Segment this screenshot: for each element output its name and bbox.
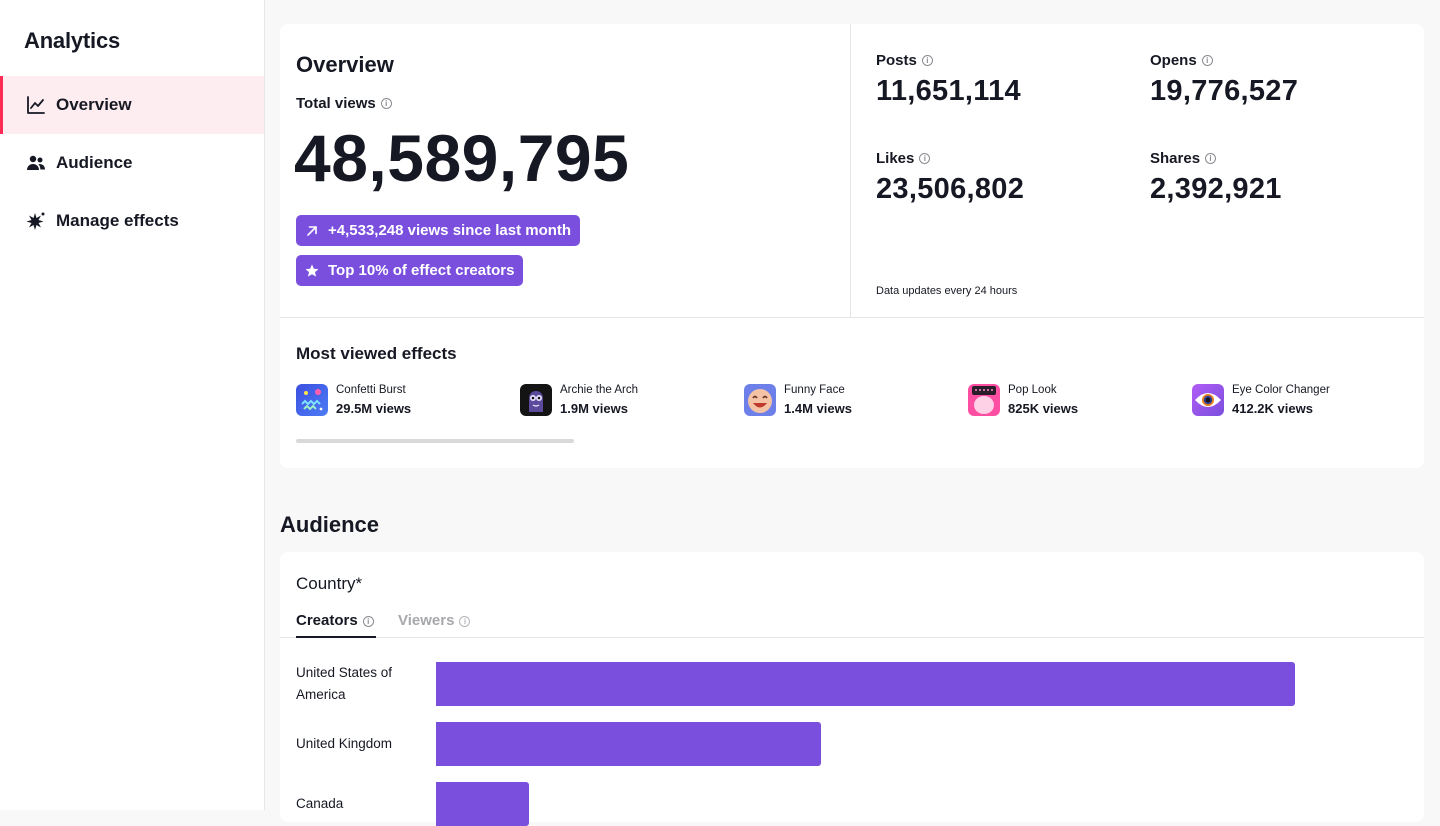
- tab-viewers[interactable]: Viewers i: [398, 612, 471, 638]
- tab-creators[interactable]: Creators i: [296, 612, 376, 638]
- eye-color-changer-thumbnail: [1192, 384, 1224, 416]
- stat-value: 19,776,527: [1150, 75, 1299, 107]
- tab-label: Creators: [296, 612, 358, 629]
- country-label: United Kingdom: [296, 736, 393, 751]
- effect-name: Eye Color Changer: [1232, 384, 1330, 396]
- audience-card: Country* Creators i Viewers i United Sta…: [280, 552, 1424, 826]
- effect-item-confetti-burst[interactable]: Confetti Burst 29.5M views: [296, 384, 411, 416]
- audience-tabs: Creators i Viewers i: [280, 612, 1424, 638]
- rank-badge: Top 10% of effect creators: [296, 255, 524, 286]
- stat-label-text: Likes: [876, 150, 915, 167]
- effect-views: 1.9M views: [560, 401, 628, 416]
- stat-value: 11,651,114: [876, 75, 1021, 107]
- most-viewed-effects-list: Confetti Burst 29.5M views Archie the Ar…: [296, 384, 1416, 418]
- effects-scrollbar[interactable]: [296, 439, 574, 443]
- country-label: United States of America: [296, 665, 393, 702]
- update-note: Data updates every 24 hours: [876, 285, 1018, 297]
- effect-item-funny-face[interactable]: Funny Face 1.4M views: [744, 384, 852, 416]
- effect-views: 412.2K views: [1232, 401, 1313, 416]
- confetti-burst-thumbnail: [296, 384, 328, 416]
- effect-views: 825K views: [1008, 401, 1079, 416]
- effect-views: 29.5M views: [336, 401, 412, 416]
- total-views-label: Total views i: [296, 95, 392, 112]
- growth-badge: +4,533,248 views since last month: [296, 215, 581, 246]
- stat-label: Likes i: [876, 150, 1024, 167]
- info-icon[interactable]: i: [1201, 55, 1213, 66]
- overview-main-panel: Overview Total views i 48,589,795 +4,533…: [280, 24, 851, 317]
- total-views-label-text: Total views: [296, 95, 376, 112]
- overview-card: Overview Total views i 48,589,795 +4,533…: [280, 24, 1424, 468]
- sidebar: Analytics Overview Audience: [0, 0, 265, 810]
- sidebar-item-manage-effects[interactable]: Manage effects: [0, 192, 264, 250]
- sidebar-item-label: Overview: [56, 95, 132, 114]
- stat-opens: Opens i 19,776,527: [1150, 52, 1298, 108]
- sidebar-item-label: Audience: [56, 153, 133, 172]
- funny-face-thumbnail: [744, 384, 776, 416]
- country-bar: [436, 782, 529, 826]
- info-icon[interactable]: i: [921, 55, 933, 66]
- audience-heading: Audience: [280, 512, 380, 537]
- stat-label-text: Shares: [1150, 150, 1201, 167]
- total-views-value: 48,589,795: [294, 121, 630, 195]
- effect-item-pop-look[interactable]: Pop Look 825K views: [968, 384, 1078, 416]
- stat-shares: Shares i 2,392,921: [1150, 150, 1282, 206]
- country-bar: [436, 662, 1295, 706]
- stat-label: Opens i: [1150, 52, 1298, 69]
- stat-value: 2,392,921: [1150, 173, 1282, 205]
- stat-value: 23,506,802: [876, 173, 1025, 205]
- effect-item-archie-the-arch[interactable]: Archie the Arch 1.9M views: [520, 384, 638, 416]
- sparkle-effects-icon: [26, 211, 46, 231]
- info-icon[interactable]: i: [459, 616, 471, 627]
- effect-name: Funny Face: [784, 384, 845, 396]
- stat-label: Posts i: [876, 52, 1021, 69]
- effect-name: Confetti Burst: [336, 384, 406, 396]
- overview-title: Overview: [296, 52, 394, 77]
- rank-badge-text: Top 10% of effect creators: [328, 262, 515, 279]
- sidebar-title: Analytics: [24, 28, 121, 53]
- stat-label-text: Opens: [1150, 52, 1197, 69]
- country-label: Canada: [296, 796, 344, 811]
- sidebar-item-audience[interactable]: Audience: [0, 134, 264, 192]
- info-icon[interactable]: i: [362, 616, 374, 627]
- country-title: Country*: [296, 574, 363, 593]
- effect-name: Archie the Arch: [560, 384, 638, 396]
- stat-label-text: Posts: [876, 52, 917, 69]
- archie-the-arch-thumbnail: [520, 384, 552, 416]
- most-viewed-title: Most viewed effects: [296, 344, 457, 363]
- stat-posts: Posts i 11,651,114: [876, 52, 1021, 108]
- country-bar: [436, 722, 821, 766]
- sidebar-nav: Overview Audience Manage effects: [0, 76, 264, 250]
- tab-label: Viewers: [398, 612, 455, 629]
- effect-item-eye-color-changer[interactable]: Eye Color Changer 412.2K views: [1192, 384, 1330, 416]
- divider: [280, 317, 1424, 318]
- effect-views: 1.4M views: [784, 401, 852, 416]
- stat-likes: Likes i 23,506,802: [876, 150, 1024, 206]
- sidebar-item-label: Manage effects: [56, 211, 179, 230]
- star-icon: [305, 264, 319, 277]
- info-icon[interactable]: i: [380, 98, 392, 109]
- growth-badge-text: +4,533,248 views since last month: [328, 222, 572, 239]
- sidebar-item-overview[interactable]: Overview: [0, 76, 264, 134]
- line-chart-icon: [26, 95, 46, 115]
- info-icon[interactable]: i: [919, 153, 931, 164]
- pop-look-thumbnail: [968, 384, 1000, 416]
- stat-label: Shares i: [1150, 150, 1282, 167]
- users-icon: [26, 153, 46, 173]
- arrow-up-right-icon: [307, 225, 317, 236]
- effect-name: Pop Look: [1008, 384, 1057, 396]
- info-icon[interactable]: i: [1205, 153, 1217, 164]
